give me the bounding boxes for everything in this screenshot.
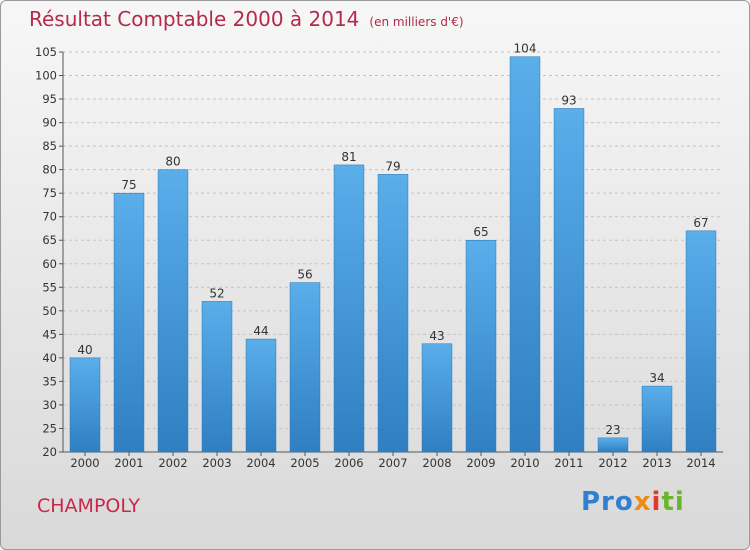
y-tick-label: 85 xyxy=(42,139,57,153)
y-tick-label: 80 xyxy=(42,163,57,177)
x-tick-label: 2011 xyxy=(554,456,583,470)
bars xyxy=(69,56,717,453)
x-tick-label: 2012 xyxy=(598,456,627,470)
bar-2002 xyxy=(157,169,189,453)
data-label: 44 xyxy=(253,324,268,338)
bar-2008 xyxy=(421,343,453,453)
y-tick-label: 95 xyxy=(42,92,57,106)
y-tick-label: 90 xyxy=(42,116,57,130)
y-tick-label: 60 xyxy=(42,257,57,271)
bar-2001 xyxy=(113,192,145,453)
data-label: 80 xyxy=(165,155,180,169)
x-tick-label: 2003 xyxy=(202,456,231,470)
x-tick-label: 2010 xyxy=(510,456,539,470)
chart-title: Résultat Comptable 2000 à 2014 xyxy=(29,7,360,31)
y-tick-label: 50 xyxy=(42,304,57,318)
bar-2004 xyxy=(245,338,277,453)
location-name: CHAMPOLY xyxy=(37,495,141,517)
data-label: 104 xyxy=(514,42,537,56)
data-label: 23 xyxy=(605,423,620,437)
x-tick-label: 2005 xyxy=(290,456,319,470)
y-tick-label: 35 xyxy=(42,374,57,388)
x-tick-label: 2000 xyxy=(70,456,99,470)
y-tick-label: 55 xyxy=(42,280,57,294)
bar-2011 xyxy=(553,108,585,453)
x-tick-label: 2004 xyxy=(246,456,275,470)
data-label: 81 xyxy=(341,150,356,164)
bar-2013 xyxy=(641,385,673,453)
data-label: 79 xyxy=(385,159,400,173)
bar-2007 xyxy=(377,174,409,453)
data-label: 93 xyxy=(561,93,576,107)
bar-2005 xyxy=(289,282,321,453)
logo-part-4: ti xyxy=(661,487,685,517)
chart-subtitle: (en milliers d'€) xyxy=(369,15,464,29)
data-label: 43 xyxy=(429,329,444,343)
x-tick-label: 2007 xyxy=(378,456,407,470)
logo-part-3: i xyxy=(651,487,662,517)
data-label: 40 xyxy=(77,343,92,357)
labels: 20 25 30 35 40 45 50 55 60 65 70 75 80 85 90 95 100 105 20… xyxy=(35,42,716,470)
bar-2010 xyxy=(509,56,541,453)
data-label: 34 xyxy=(649,371,664,385)
y-tick-label: 75 xyxy=(42,186,57,200)
y-tick-label: 105 xyxy=(35,45,57,59)
bar-2009 xyxy=(465,239,497,453)
y-tick-label: 65 xyxy=(42,233,57,247)
x-tick-label: 2009 xyxy=(466,456,495,470)
logo-part-1: Pro xyxy=(581,487,634,517)
data-label: 67 xyxy=(693,216,708,230)
data-label: 56 xyxy=(297,268,312,282)
x-tick-label: 2001 xyxy=(114,456,143,470)
y-tick-label: 30 xyxy=(42,398,57,412)
x-tick-label: 2014 xyxy=(686,456,715,470)
bar-2006 xyxy=(333,164,365,453)
bar-2000 xyxy=(69,357,101,453)
x-tick-label: 2006 xyxy=(334,456,363,470)
data-label: 65 xyxy=(473,225,488,239)
data-label: 52 xyxy=(209,286,224,300)
y-tick-label: 45 xyxy=(42,327,57,341)
x-tick-label: 2002 xyxy=(158,456,187,470)
x-tick-label: 2013 xyxy=(642,456,671,470)
y-tick-label: 100 xyxy=(35,69,57,83)
y-tick-label: 40 xyxy=(42,351,57,365)
bar-2003 xyxy=(201,301,233,453)
y-tick-label: 20 xyxy=(42,445,57,459)
chart-title-block: Résultat Comptable 2000 à 2014 (en millie… xyxy=(29,7,464,31)
y-tick-label: 70 xyxy=(42,210,57,224)
y-tick-label: 25 xyxy=(42,421,57,435)
data-label: 75 xyxy=(121,178,136,192)
x-tick-label: 2008 xyxy=(422,456,451,470)
proxiti-logo: Proxiti xyxy=(581,487,685,517)
bar-2012 xyxy=(597,437,629,453)
logo-part-2: x xyxy=(633,487,652,517)
bar-2014 xyxy=(685,230,717,453)
